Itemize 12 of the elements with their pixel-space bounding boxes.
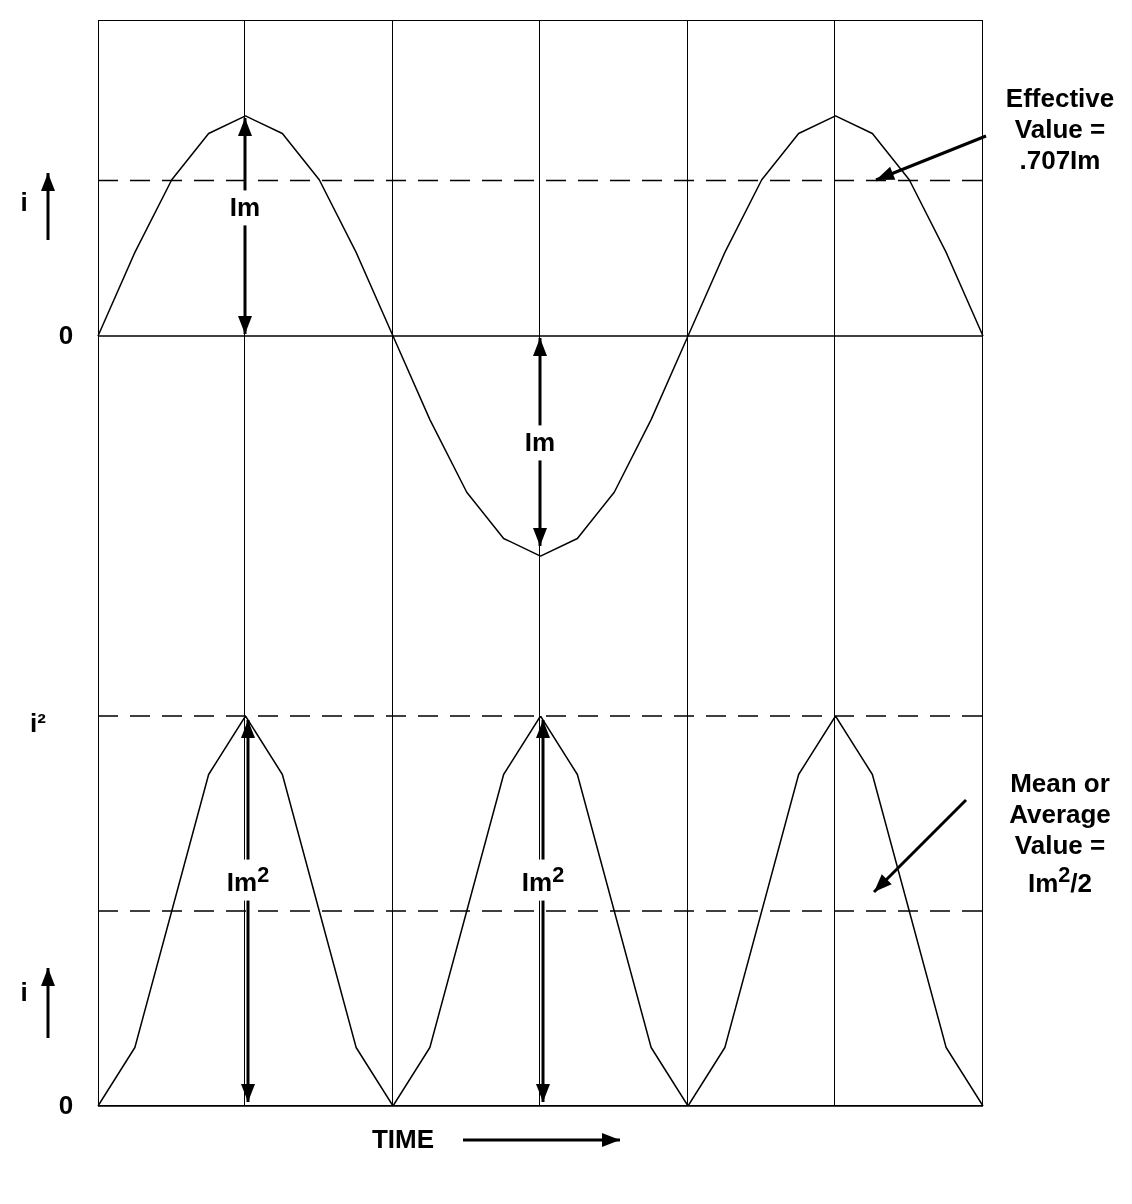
text: 0 <box>58 1089 74 1123</box>
annotation: Im <box>229 190 261 226</box>
x-axis-title: TIME <box>371 1124 435 1156</box>
text: 0 <box>58 319 74 353</box>
annotation: Im$^{2}$ <box>521 859 565 901</box>
annotation: Im <box>524 425 556 461</box>
ref-line-label: i² <box>29 708 47 740</box>
ref-line-label: Effective Value = .707Im <box>1004 83 1116 177</box>
annotation: Im$^{2}$ <box>226 859 270 901</box>
y-axis-title: i <box>19 187 29 219</box>
y-axis-title: i <box>19 977 29 1009</box>
ref-line-label: Mean or Average Value = Im$^{2}$/2 <box>1008 768 1112 899</box>
